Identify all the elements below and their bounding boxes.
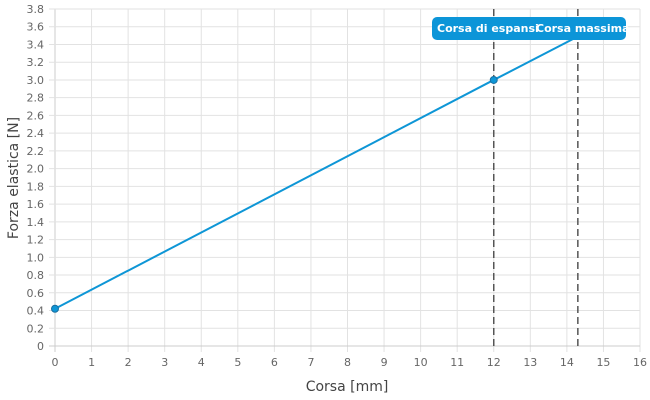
y-tick-label: 3.2 bbox=[27, 56, 45, 69]
x-tick-label: 3 bbox=[161, 356, 168, 369]
x-tick-label: 16 bbox=[633, 356, 647, 369]
x-tick-label: 6 bbox=[271, 356, 278, 369]
x-tick-label: 9 bbox=[381, 356, 388, 369]
y-tick-label: 1.2 bbox=[27, 234, 45, 247]
y-tick-label: 0.8 bbox=[27, 269, 45, 282]
y-tick-label: 3.6 bbox=[27, 21, 45, 34]
x-axis-label: Corsa [mm] bbox=[306, 379, 389, 395]
y-tick-label: 2.2 bbox=[27, 145, 45, 158]
y-tick-label: 0.4 bbox=[27, 305, 45, 318]
y-tick-label: 0.2 bbox=[27, 322, 45, 335]
x-tick-label: 11 bbox=[450, 356, 464, 369]
annotation-label: Corsa di espansi bbox=[437, 22, 539, 35]
y-tick-label: 1.0 bbox=[27, 251, 45, 264]
y-tick-label: 1.6 bbox=[27, 198, 45, 211]
x-tick-label: 12 bbox=[487, 356, 501, 369]
annotation-label: Corsa massima bbox=[536, 22, 630, 35]
y-axis-label: Forza elastica [N] bbox=[6, 117, 22, 239]
data-point bbox=[489, 75, 498, 84]
x-tick-label: 15 bbox=[596, 356, 610, 369]
y-tick-label: 3.0 bbox=[27, 74, 45, 87]
y-tick-label: 2.8 bbox=[27, 92, 45, 105]
y-tick-label: 1.4 bbox=[27, 216, 45, 229]
y-tick-label: 0 bbox=[37, 340, 44, 353]
x-ticks: 0 1 2 3 4 5 6 7 8 9 10 11 12 13 14 15 16 bbox=[52, 356, 648, 369]
x-tick-label: 1 bbox=[88, 356, 95, 369]
x-tick-label: 13 bbox=[523, 356, 537, 369]
y-tick-label: 3.4 bbox=[27, 38, 45, 51]
y-tick-label: 2.0 bbox=[27, 163, 45, 176]
y-tick-label: 0.6 bbox=[27, 287, 45, 300]
x-tick-label: 5 bbox=[234, 356, 241, 369]
x-tick-label: 7 bbox=[307, 356, 314, 369]
x-tick-label: 14 bbox=[560, 356, 574, 369]
series bbox=[51, 35, 579, 313]
data-point bbox=[51, 304, 59, 313]
vertical-lines bbox=[493, 9, 579, 346]
annotation-box bbox=[432, 17, 626, 40]
y-ticks: 0 0.2 0.4 0.6 0.8 1.0 1.2 1.4 1.6 1.8 2.0 2.2 2.4 2.6… bbox=[27, 3, 45, 353]
series-line bbox=[54, 35, 579, 310]
x-tick-label: 0 bbox=[52, 356, 59, 369]
x-tick-label: 2 bbox=[125, 356, 132, 369]
x-tick-label: 8 bbox=[344, 356, 351, 369]
y-tick-label: 2.4 bbox=[27, 127, 45, 140]
x-tick-label: 10 bbox=[414, 356, 428, 369]
y-tick-label: 2.6 bbox=[27, 109, 45, 122]
grid bbox=[49, 8, 641, 352]
x-tick-label: 4 bbox=[198, 356, 205, 369]
y-tick-label: 3.8 bbox=[27, 3, 45, 16]
y-tick-label: 1.8 bbox=[27, 180, 45, 193]
